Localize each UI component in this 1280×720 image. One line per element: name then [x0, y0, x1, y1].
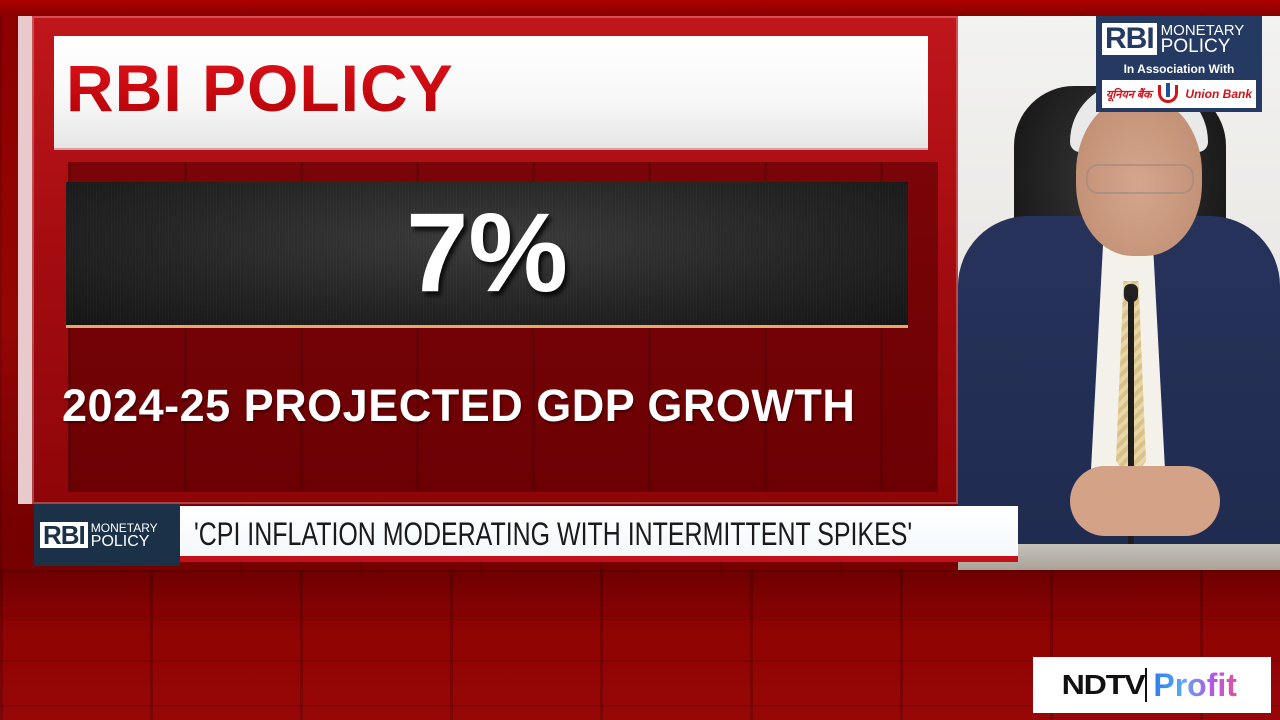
- bank-name-hindi: यूनियन बैंक: [1106, 88, 1152, 101]
- bank-name: Union Bank: [1185, 87, 1252, 101]
- headline-text: 'CPI INFLATION MODERATING WITH INTERMITT…: [194, 516, 913, 552]
- union-bank-icon: [1158, 83, 1179, 103]
- headline-box: 'CPI INFLATION MODERATING WITH INTERMITT…: [180, 506, 1018, 562]
- title-bar: RBI POLICY: [54, 36, 928, 148]
- association-label: In Association With: [1123, 62, 1235, 76]
- speaker-glasses: [1086, 164, 1194, 194]
- policy-label: POLICY: [1160, 35, 1231, 57]
- microphone-stand: [1128, 296, 1134, 556]
- graphic-caption: 2024-25 PROJECTED GDP GROWTH: [62, 380, 856, 431]
- logo-divider: [1145, 668, 1148, 702]
- graphic-title: RBI POLICY: [66, 51, 454, 125]
- monetary-policy-text: MONETARY POLICY: [1161, 23, 1245, 56]
- lower-third-ticker: RBI MONETARY POLICY 'CPI INFLATION MODER…: [34, 504, 1018, 566]
- ndtv-wordmark: NDTV: [1061, 669, 1146, 700]
- live-video-feed: [958, 16, 1280, 570]
- ticker-policy-label: POLICY: [90, 532, 150, 550]
- ticker-monetary-label: MONETARY: [90, 520, 158, 535]
- microphone-icon: [1124, 284, 1138, 302]
- speaker-hands: [1070, 466, 1220, 536]
- monetary-label: MONETARY: [1160, 21, 1245, 39]
- sponsor-badge: RBI MONETARY POLICY In Association With …: [1096, 16, 1262, 112]
- channel-logo: NDTV Profit: [1033, 657, 1271, 713]
- value-panel: 7%: [66, 182, 908, 328]
- union-bank-logo: यूनियन बैंक Union Bank: [1102, 80, 1256, 108]
- speaker-head: [1076, 96, 1202, 256]
- gdp-growth-value: 7%: [406, 190, 568, 315]
- rbi-monetary-policy-logo: RBI MONETARY POLICY: [1102, 20, 1256, 58]
- rbi-logo-text: RBI: [1102, 23, 1157, 55]
- profit-wordmark: Profit: [1153, 666, 1237, 703]
- top-strip: [0, 0, 1280, 14]
- ticker-rbi-text: RBI: [40, 522, 88, 548]
- ticker-monetary-policy: MONETARY POLICY: [90, 520, 158, 550]
- ticker-logo: RBI MONETARY POLICY: [34, 504, 180, 566]
